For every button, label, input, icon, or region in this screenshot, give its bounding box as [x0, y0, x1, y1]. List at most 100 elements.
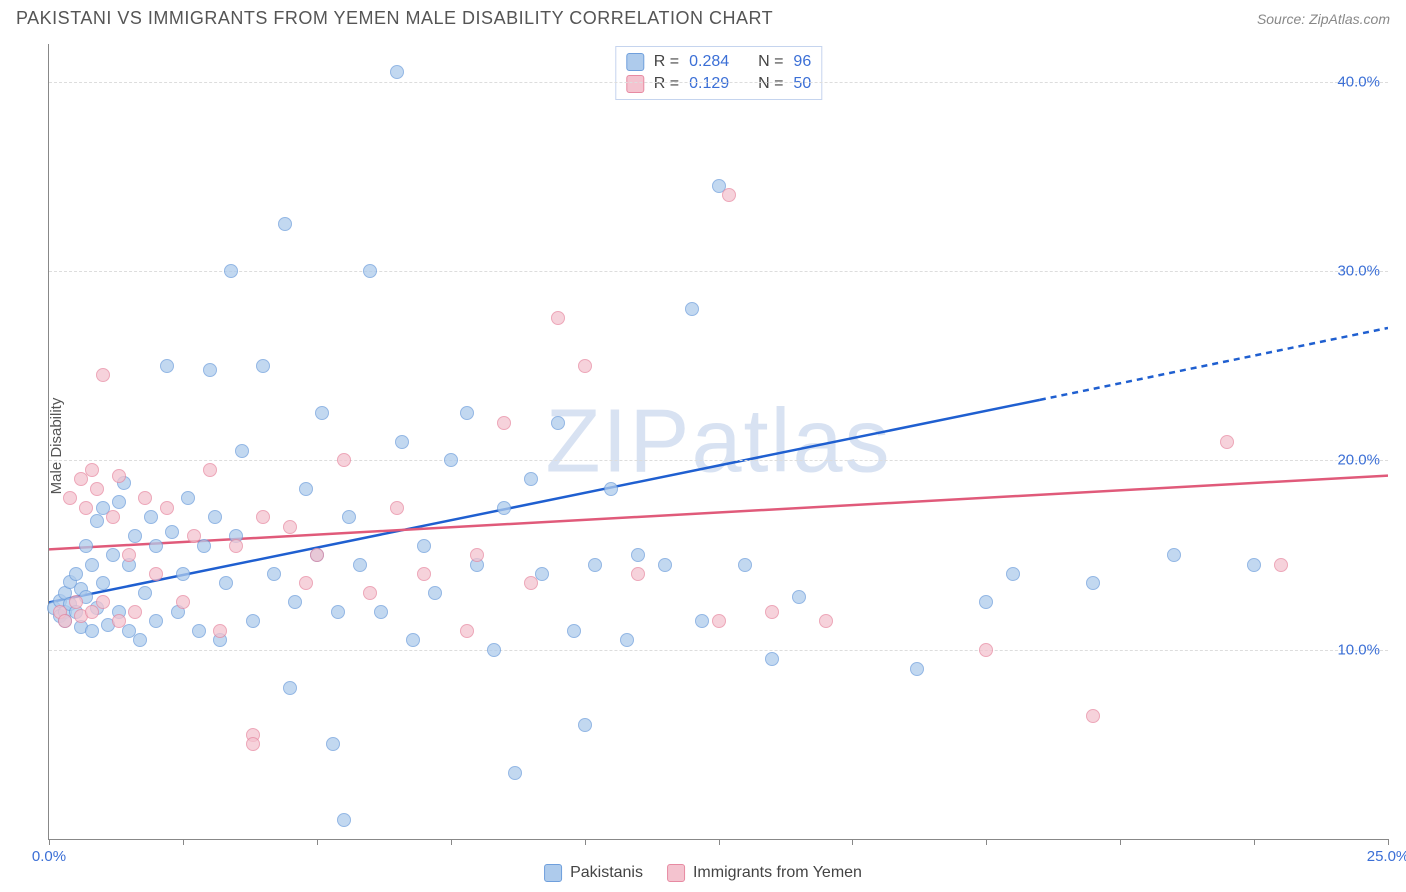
data-point	[979, 595, 993, 609]
data-point	[910, 662, 924, 676]
data-point	[90, 482, 104, 496]
data-point	[631, 548, 645, 562]
data-point	[310, 548, 324, 562]
scatter-chart: ZIPatlas R =0.284 N =96R =0.129 N =50 10…	[48, 44, 1388, 840]
y-tick-label: 30.0%	[1337, 263, 1380, 280]
data-point	[712, 614, 726, 628]
data-point	[331, 605, 345, 619]
data-point	[192, 624, 206, 638]
series-legend: PakistanisImmigrants from Yemen	[544, 864, 862, 882]
data-point	[470, 548, 484, 562]
data-point	[283, 681, 297, 695]
data-point	[337, 813, 351, 827]
data-point	[524, 576, 538, 590]
legend-label: Pakistanis	[570, 864, 643, 882]
legend-swatch	[544, 864, 562, 882]
data-point	[353, 558, 367, 572]
data-point	[551, 416, 565, 430]
data-point	[63, 491, 77, 505]
watermark: ZIPatlas	[545, 390, 891, 493]
data-point	[85, 558, 99, 572]
data-point	[567, 624, 581, 638]
x-tick	[719, 839, 720, 845]
data-point	[112, 495, 126, 509]
data-point	[1247, 558, 1261, 572]
data-point	[497, 501, 511, 515]
x-tick	[852, 839, 853, 845]
gridline	[49, 82, 1388, 83]
data-point	[620, 633, 634, 647]
data-point	[213, 624, 227, 638]
data-point	[278, 217, 292, 231]
data-point	[133, 633, 147, 647]
data-point	[203, 463, 217, 477]
data-point	[374, 605, 388, 619]
data-point	[149, 567, 163, 581]
data-point	[738, 558, 752, 572]
x-tick	[986, 839, 987, 845]
data-point	[106, 510, 120, 524]
data-point	[390, 501, 404, 515]
data-point	[578, 359, 592, 373]
data-point	[460, 406, 474, 420]
data-point	[224, 264, 238, 278]
stats-legend: R =0.284 N =96R =0.129 N =50	[615, 46, 822, 100]
data-point	[1086, 709, 1100, 723]
x-tick	[183, 839, 184, 845]
data-point	[149, 614, 163, 628]
data-point	[160, 359, 174, 373]
data-point	[128, 605, 142, 619]
data-point	[112, 469, 126, 483]
data-point	[58, 614, 72, 628]
x-tick	[1120, 839, 1121, 845]
data-point	[578, 718, 592, 732]
data-point	[208, 510, 222, 524]
data-point	[79, 501, 93, 515]
data-point	[326, 737, 340, 751]
r-label: R =	[654, 75, 679, 93]
trend-lines	[49, 44, 1388, 839]
n-label: N =	[758, 53, 783, 71]
n-label: N =	[758, 75, 783, 93]
data-point	[631, 567, 645, 581]
x-tick-label: 0.0%	[32, 848, 66, 865]
data-point	[85, 624, 99, 638]
y-tick-label: 20.0%	[1337, 452, 1380, 469]
data-point	[176, 595, 190, 609]
data-point	[219, 576, 233, 590]
data-point	[96, 595, 110, 609]
data-point	[90, 514, 104, 528]
page-title: PAKISTANI VS IMMIGRANTS FROM YEMEN MALE …	[16, 8, 773, 29]
data-point	[497, 416, 511, 430]
data-point	[765, 652, 779, 666]
data-point	[85, 463, 99, 477]
data-point	[299, 482, 313, 496]
data-point	[1274, 558, 1288, 572]
data-point	[1167, 548, 1181, 562]
gridline	[49, 460, 1388, 461]
data-point	[604, 482, 618, 496]
data-point	[979, 643, 993, 657]
r-label: R =	[654, 53, 679, 71]
data-point	[792, 590, 806, 604]
data-point	[229, 539, 243, 553]
data-point	[246, 614, 260, 628]
legend-item: Pakistanis	[544, 864, 643, 882]
data-point	[235, 444, 249, 458]
data-point	[395, 435, 409, 449]
data-point	[406, 633, 420, 647]
x-tick	[451, 839, 452, 845]
data-point	[96, 368, 110, 382]
gridline	[49, 650, 1388, 651]
data-point	[138, 586, 152, 600]
data-point	[176, 567, 190, 581]
data-point	[69, 595, 83, 609]
data-point	[149, 539, 163, 553]
data-point	[342, 510, 356, 524]
legend-swatch	[626, 53, 644, 71]
data-point	[315, 406, 329, 420]
x-tick	[1388, 839, 1389, 845]
x-tick	[49, 839, 50, 845]
data-point	[187, 529, 201, 543]
data-point	[299, 576, 313, 590]
